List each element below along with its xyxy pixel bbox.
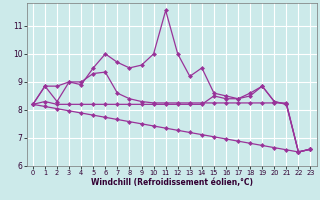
X-axis label: Windchill (Refroidissement éolien,°C): Windchill (Refroidissement éolien,°C): [91, 178, 253, 187]
